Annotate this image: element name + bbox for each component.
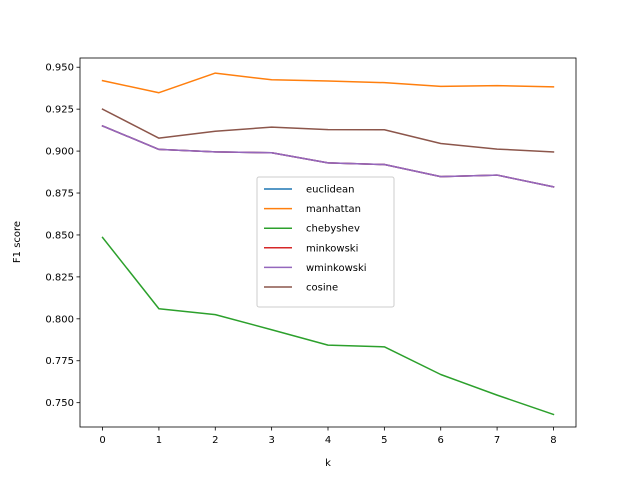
y-tick-label: 0.900 bbox=[45, 147, 74, 158]
series-line-cosine bbox=[101, 108, 555, 153]
x-tick-label: 5 bbox=[381, 435, 387, 446]
legend-label-chebyshev: chebyshev bbox=[306, 224, 360, 235]
series-line-manhattan bbox=[101, 72, 555, 94]
legend-label-minkowski: minkowski bbox=[306, 243, 358, 254]
legend: euclidean manhattan chebyshev minkowski wmin… bbox=[256, 176, 395, 308]
legend-box bbox=[256, 176, 395, 308]
x-tick-label: 7 bbox=[494, 435, 500, 446]
y-tick-label: 0.925 bbox=[45, 105, 74, 116]
y-axis-label: F1 score bbox=[12, 221, 23, 263]
x-tick-label: 1 bbox=[156, 435, 162, 446]
x-axis-label: k bbox=[325, 458, 331, 469]
legend-label-euclidean: euclidean bbox=[306, 185, 355, 196]
series-line-wminkowski bbox=[101, 124, 555, 188]
x-tick-label: 8 bbox=[550, 435, 556, 446]
y-tick-label: 0.750 bbox=[45, 398, 74, 409]
y-tick-label: 0.775 bbox=[45, 356, 74, 367]
x-axis-ticks: 0 1 2 3 4 5 6 7 8 bbox=[99, 427, 557, 446]
y-tick-label: 0.825 bbox=[45, 272, 74, 283]
x-tick-label: 0 bbox=[99, 435, 105, 446]
legend-label-cosine: cosine bbox=[306, 283, 338, 294]
y-tick-label: 0.850 bbox=[45, 230, 74, 241]
x-tick-label: 6 bbox=[438, 435, 444, 446]
axes-frame bbox=[79, 57, 577, 428]
legend-label-wminkowski: wminkowski bbox=[306, 263, 367, 274]
series-line-chebyshev bbox=[101, 236, 555, 416]
plot-lines bbox=[101, 72, 555, 416]
x-tick-label: 4 bbox=[325, 435, 331, 446]
y-tick-label: 0.875 bbox=[45, 189, 74, 200]
x-tick-label: 2 bbox=[212, 435, 218, 446]
x-tick-label: 3 bbox=[268, 435, 274, 446]
y-tick-label: 0.950 bbox=[45, 63, 74, 74]
legend-label-manhattan: manhattan bbox=[306, 204, 361, 215]
y-tick-label: 0.800 bbox=[45, 314, 74, 325]
y-axis-ticks: 0.750 0.775 0.800 0.825 0.850 0.875 0.900 0.925… bbox=[45, 63, 80, 409]
